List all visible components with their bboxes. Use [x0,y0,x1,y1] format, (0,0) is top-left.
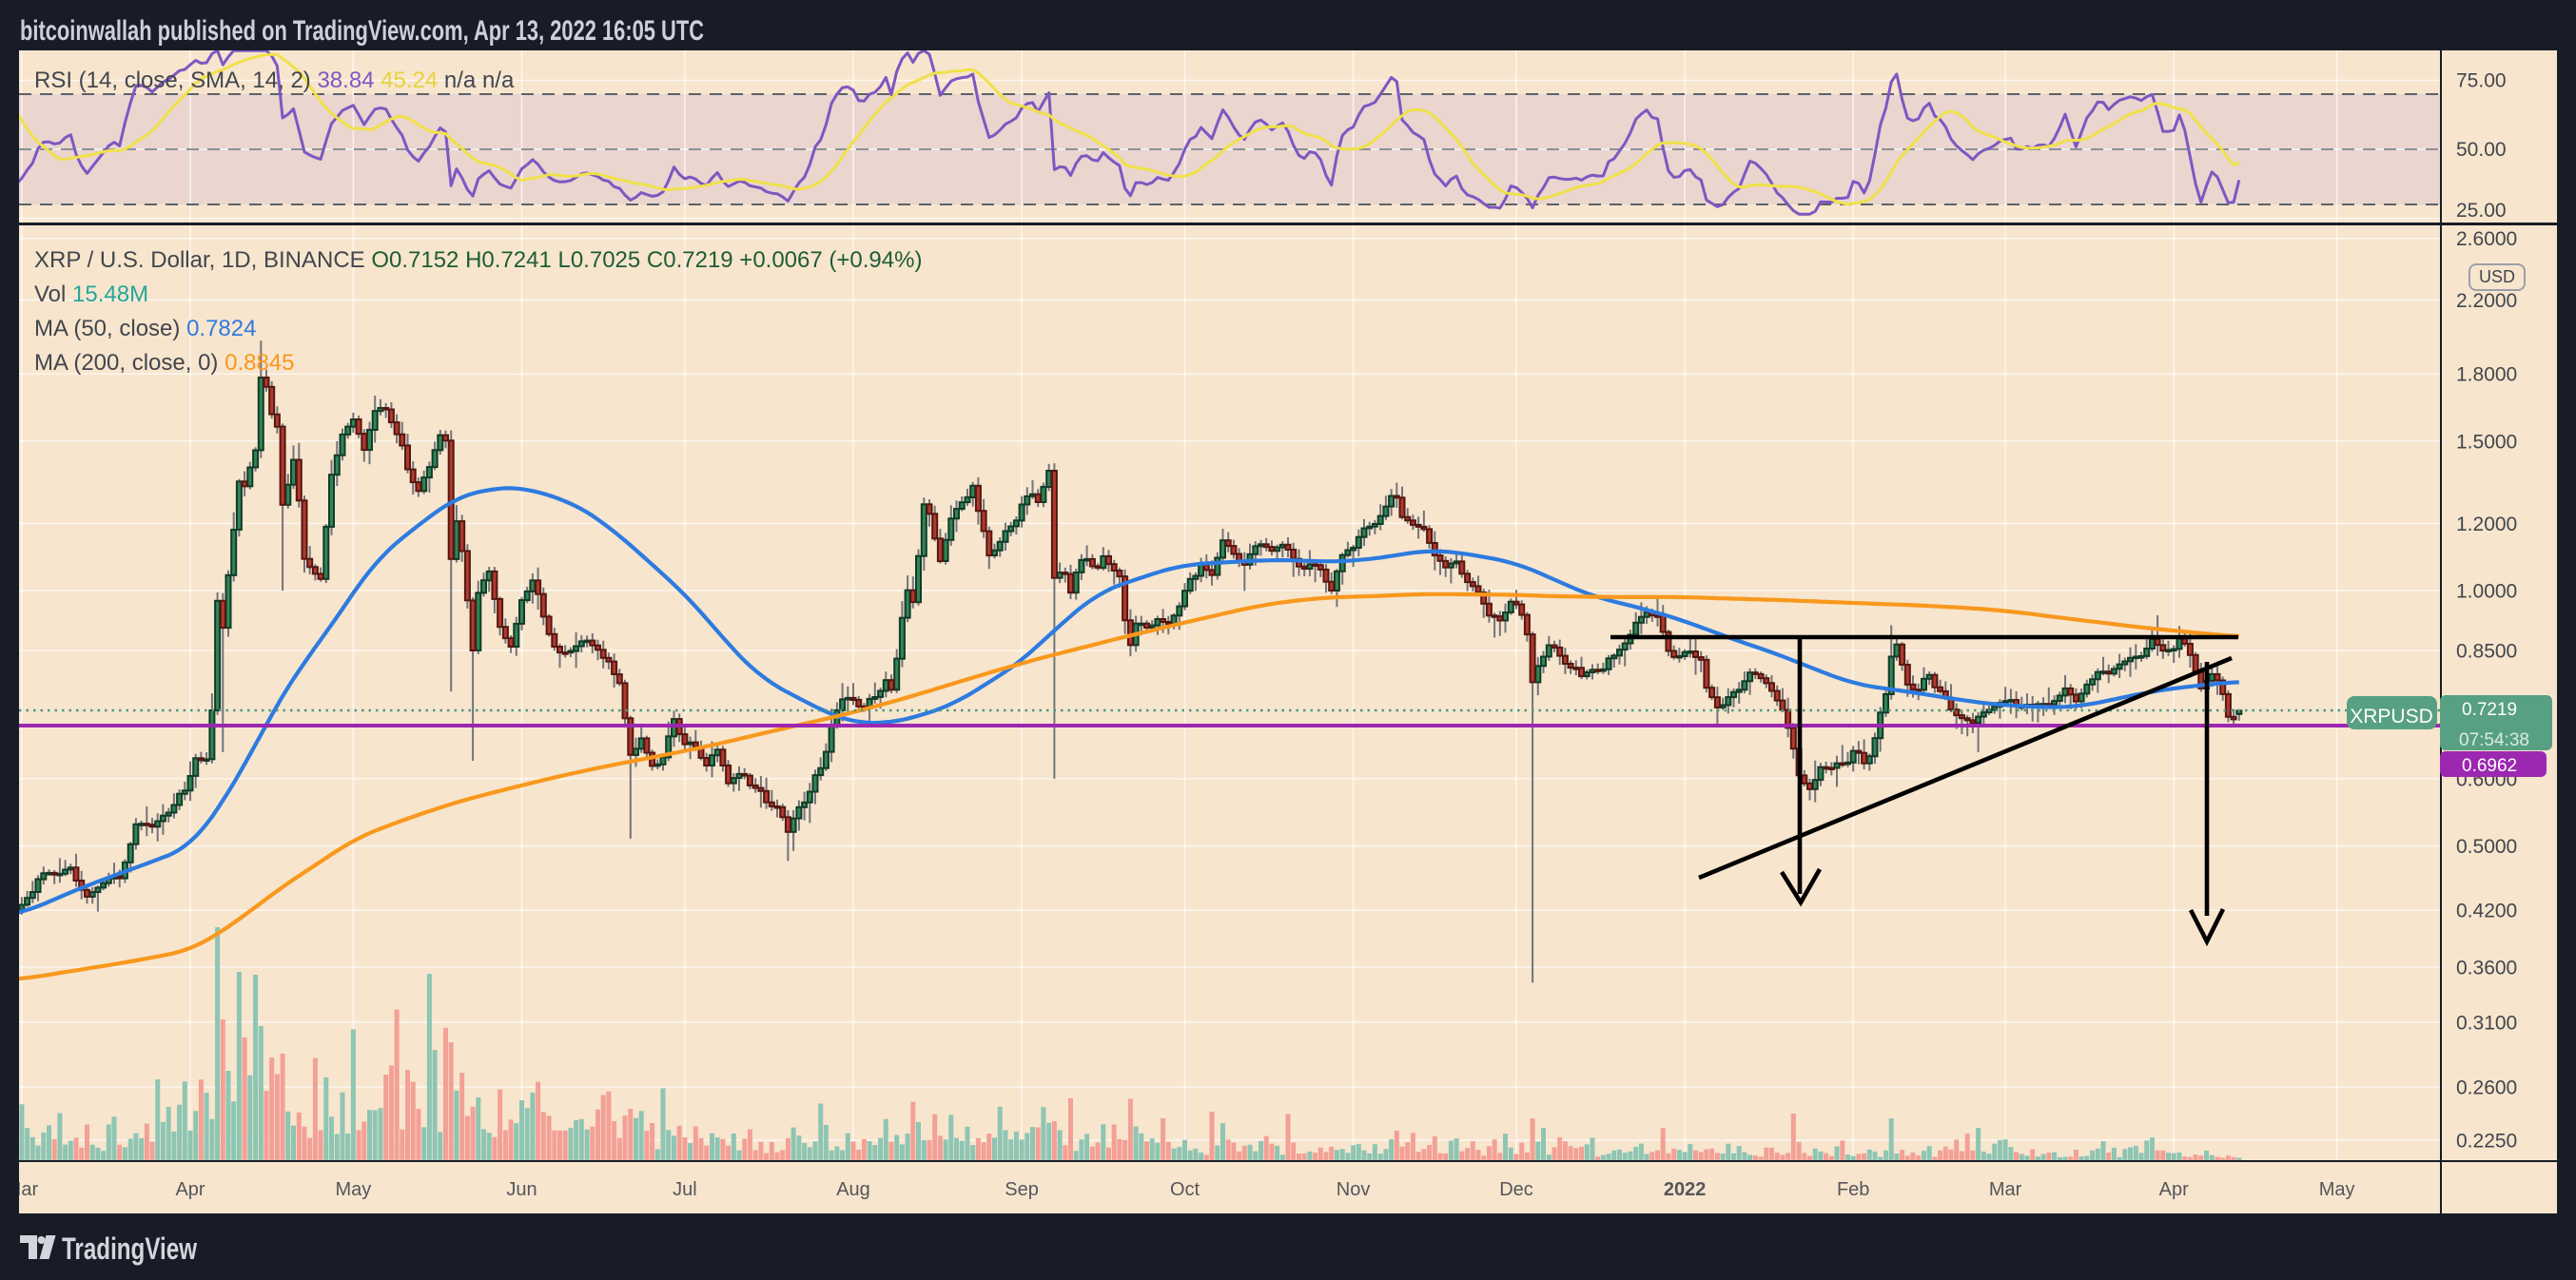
svg-text:1.0000: 1.0000 [2456,581,2517,603]
svg-text:1.5000: 1.5000 [2456,431,2517,453]
svg-text:50.00: 50.00 [2456,139,2507,161]
svg-text:2022: 2022 [1664,1179,1707,1200]
svg-text:Mar: Mar [1989,1179,2022,1200]
svg-text:0.8500: 0.8500 [2456,641,2517,663]
svg-text:2.2000: 2.2000 [2456,290,2517,312]
svg-text:0.2600: 0.2600 [2456,1077,2517,1099]
svg-text:Feb: Feb [1837,1179,1869,1200]
svg-text:Apr: Apr [2159,1179,2189,1200]
svg-text:TradingView: TradingView [62,1232,197,1266]
svg-text:0.5000: 0.5000 [2456,836,2517,858]
svg-text:0.7219: 0.7219 [2462,700,2517,720]
svg-text:MA (200, close, 0) 0.8845: MA (200, close, 0) 0.8845 [34,350,295,376]
svg-text:XRPUSD: XRPUSD [2350,706,2433,727]
svg-text:75.00: 75.00 [2456,70,2507,92]
svg-text:Oct: Oct [1170,1179,1200,1200]
svg-text:Jun: Jun [506,1179,537,1200]
svg-text:Aug: Aug [836,1179,870,1200]
svg-text:May: May [2319,1179,2355,1200]
svg-text:1.8000: 1.8000 [2456,364,2517,386]
svg-text:Nov: Nov [1337,1179,1371,1200]
svg-text:0.3100: 0.3100 [2456,1012,2517,1034]
svg-text:Jul: Jul [673,1179,697,1200]
svg-text:XRP / U.S. Dollar, 1D, BINANCE: XRP / U.S. Dollar, 1D, BINANCE O0.7152 H… [34,247,922,273]
svg-text:25.00: 25.00 [2456,200,2507,222]
svg-text:USD: USD [2479,267,2515,286]
svg-text:1.2000: 1.2000 [2456,514,2517,535]
svg-text:0.3600: 0.3600 [2456,957,2517,979]
svg-text:Mar: Mar [6,1179,39,1200]
svg-text:0.2250: 0.2250 [2456,1131,2517,1153]
svg-text:MA (50, close) 0.7824: MA (50, close) 0.7824 [34,316,256,341]
svg-text:RSI (14, close, SMA, 14, 2) 38: RSI (14, close, SMA, 14, 2) 38.84 45.24 … [34,68,515,93]
svg-text:2.6000: 2.6000 [2456,228,2517,250]
svg-text:Dec: Dec [1499,1179,1533,1200]
svg-text:0.6962: 0.6962 [2462,756,2517,776]
svg-text:May: May [336,1179,372,1200]
svg-text:Vol 15.48M: Vol 15.48M [34,281,148,307]
svg-text:0.4200: 0.4200 [2456,901,2517,922]
svg-text:Apr: Apr [175,1179,205,1200]
svg-text:Sep: Sep [1005,1179,1039,1200]
svg-text:07:54:38: 07:54:38 [2459,730,2529,750]
svg-text:bitcoinwallah published on Tra: bitcoinwallah published on TradingView.c… [20,15,704,47]
